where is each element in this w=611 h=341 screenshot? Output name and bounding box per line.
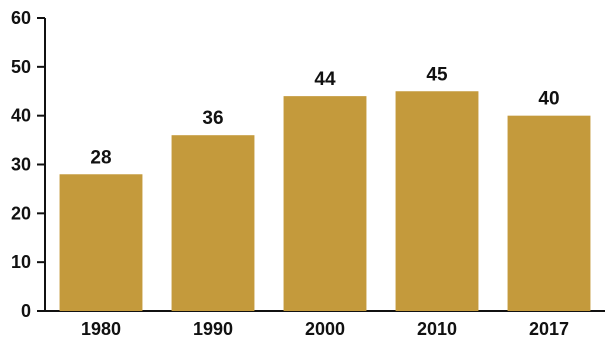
y-tick-label: 40 xyxy=(11,106,31,126)
y-tick-label: 10 xyxy=(11,252,31,272)
bars-group xyxy=(59,91,591,312)
y-tick-label: 30 xyxy=(11,155,31,175)
x-tick-label-1990: 1990 xyxy=(193,319,233,339)
bar-2000 xyxy=(283,96,367,311)
y-tick-label: 0 xyxy=(21,301,31,321)
data-label-1990: 36 xyxy=(202,108,223,129)
x-tick-label-2010: 2010 xyxy=(417,319,457,339)
x-tick-label-1980: 1980 xyxy=(81,319,121,339)
x-tick-label-2000: 2000 xyxy=(305,319,345,339)
data-label-2000: 44 xyxy=(314,69,336,90)
y-tick-label: 60 xyxy=(11,8,31,28)
y-axis: 0 10 20 30 40 50 60 xyxy=(11,8,46,321)
y-tick-label: 20 xyxy=(11,203,31,223)
data-labels-group: 28 36 44 45 40 xyxy=(90,64,559,168)
x-tick-label-2017: 2017 xyxy=(529,319,569,339)
data-label-1980: 28 xyxy=(90,147,111,168)
data-label-2017: 40 xyxy=(538,89,559,110)
bar-1980 xyxy=(59,174,143,311)
data-label-2010: 45 xyxy=(426,64,448,85)
y-tick-label: 50 xyxy=(11,57,31,77)
bar-2010 xyxy=(395,91,479,311)
bar-1990 xyxy=(171,135,255,311)
category-labels-group: 1980 1990 2000 2010 2017 xyxy=(81,319,569,339)
bar-2017 xyxy=(507,115,591,312)
